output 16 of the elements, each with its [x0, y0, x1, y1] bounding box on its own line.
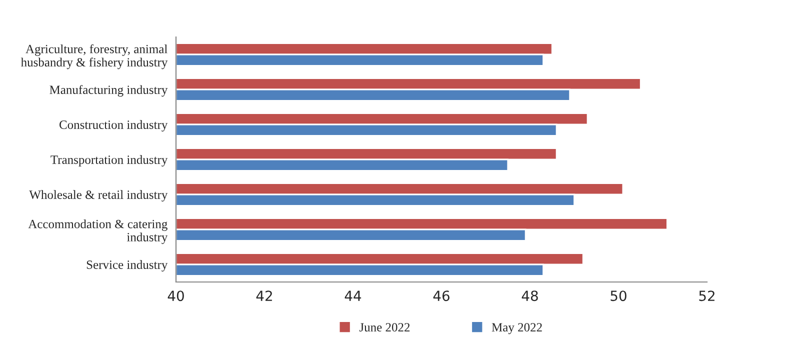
legend-label: June 2022 — [359, 323, 410, 332]
y-tick-label: Agriculture, forestry, animal husbandry & fishery industry — [20, 44, 168, 70]
y-tick-label: Service industry — [86, 260, 168, 272]
y-tick-label: Transportation industry — [50, 155, 168, 167]
x-tick-label: 46 — [433, 290, 450, 302]
y-tick-label: Wholesale & retail industry — [29, 190, 168, 202]
x-tick-label: 50 — [610, 290, 626, 302]
x-tick-label: 52 — [699, 290, 714, 302]
x-tick-label: 42 — [256, 290, 272, 301]
y-tick-label: Accommodation & catering industry — [28, 219, 168, 244]
y-tick-label: Construction industry — [60, 120, 168, 132]
x-tick-label: 44 — [344, 290, 362, 301]
legend-label: May 2022 — [492, 323, 542, 334]
x-tick-label: 40 — [168, 290, 184, 302]
x-tick-label: 48 — [522, 290, 538, 302]
y-tick-label: Manufacturing industry — [50, 85, 168, 97]
